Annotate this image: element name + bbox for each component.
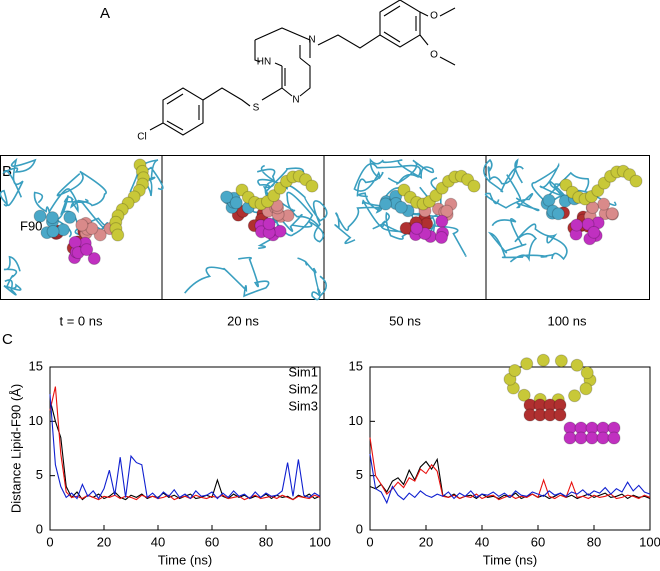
- legend-label: Sim1: [288, 364, 318, 379]
- inset-sphere: [520, 357, 534, 371]
- y-tick-label: 10: [349, 413, 363, 428]
- panel-label: A: [100, 5, 110, 22]
- inset-sphere: [553, 408, 567, 422]
- atom-label: HN: [257, 57, 271, 68]
- inset-sphere: [568, 389, 582, 403]
- x-tick-label: 60: [205, 534, 219, 549]
- atom-sphere: [93, 228, 107, 242]
- y-tick-label: 5: [356, 467, 363, 482]
- atom-sphere: [551, 207, 565, 221]
- snapshot-frames: [0, 155, 650, 301]
- lipid-sphere: [629, 174, 643, 188]
- atom-sphere: [80, 243, 94, 257]
- x-tick-label: 80: [587, 534, 601, 549]
- x-tick-label: 100: [309, 534, 331, 549]
- atom-sphere: [434, 231, 448, 245]
- data-line: [49, 399, 321, 501]
- data-line: [369, 453, 651, 505]
- x-tick-label: 100: [639, 534, 660, 549]
- atom-sphere: [33, 209, 47, 223]
- inset-sphere: [579, 382, 593, 396]
- inset-sphere: [508, 364, 522, 378]
- inset-sphere: [570, 358, 584, 372]
- atom-sphere: [46, 224, 60, 238]
- inset-sphere: [563, 431, 577, 445]
- inset-sphere: [596, 431, 610, 445]
- atom-sphere: [220, 190, 234, 204]
- data-line: [49, 394, 321, 500]
- atom-sphere: [542, 193, 556, 207]
- inset-sphere: [517, 388, 531, 402]
- inset-sphere: [580, 366, 594, 380]
- atom-sphere: [45, 211, 59, 225]
- atom-sphere: [379, 197, 393, 211]
- x-tick-label: 40: [475, 534, 489, 549]
- x-tick-label: 20: [97, 534, 111, 549]
- data-line: [369, 437, 651, 501]
- atom-sphere: [597, 197, 611, 211]
- inset-sphere: [574, 431, 588, 445]
- x-tick-label: 80: [259, 534, 273, 549]
- atom-sphere: [605, 207, 619, 221]
- data-line: [49, 386, 321, 501]
- atom-label: S: [253, 103, 260, 114]
- y-tick-label: 5: [36, 467, 43, 482]
- y-tick-label: 15: [349, 358, 363, 373]
- atom-sphere: [587, 225, 601, 239]
- atom-sphere: [570, 218, 584, 232]
- atom-sphere: [75, 218, 89, 232]
- inset-sphere: [554, 354, 568, 368]
- y-tick-label: 15: [29, 358, 43, 373]
- frame-label: t = 0 ns: [60, 313, 103, 328]
- x-axis-label: Time (ns): [158, 552, 212, 567]
- frame-border: [0, 155, 650, 300]
- atom-sphere: [229, 196, 243, 210]
- plot-frame: [49, 366, 321, 531]
- legend-label: Sim3: [288, 398, 318, 413]
- inset-sphere: [607, 431, 621, 445]
- protein-ribbon: [184, 164, 328, 301]
- lipid-sphere: [305, 179, 319, 193]
- y-tick-label: 10: [29, 413, 43, 428]
- atom-label: Cl: [137, 132, 146, 143]
- lipid-sphere: [111, 228, 125, 242]
- x-tick-label: 0: [46, 534, 53, 549]
- atom-sphere: [440, 204, 454, 218]
- frame-label: 50 ns: [389, 313, 421, 328]
- y-tick-label: 0: [356, 521, 363, 536]
- atom-sphere: [87, 252, 101, 266]
- atom-label: O: [430, 50, 438, 61]
- y-tick-label: 0: [36, 521, 43, 536]
- legend-label: Sim2: [288, 381, 318, 396]
- x-axis-label: Time (ns): [483, 552, 537, 567]
- panel-label: C: [2, 331, 13, 348]
- y-axis-label: Distance Lipid-F90 (Å): [8, 384, 23, 513]
- atom-sphere: [273, 224, 287, 238]
- x-tick-label: 40: [151, 534, 165, 549]
- atom-sphere: [410, 221, 424, 235]
- inset-sphere: [585, 431, 599, 445]
- x-tick-label: 60: [531, 534, 545, 549]
- residue-label: F90: [20, 218, 42, 233]
- chemical-structure: HN N N S Cl O O: [137, 0, 456, 143]
- protein-ribbon: [483, 158, 617, 263]
- inset-sphere: [536, 353, 550, 367]
- atom-label: O: [430, 11, 438, 22]
- atom-label: N: [292, 95, 299, 106]
- frame-label: 100 ns: [547, 313, 587, 328]
- atom-sphere: [63, 210, 77, 224]
- x-tick-label: 20: [419, 534, 433, 549]
- atom-sphere: [394, 200, 408, 214]
- atom-sphere: [262, 217, 276, 231]
- atom-sphere: [435, 214, 449, 228]
- atom-label: N: [308, 35, 315, 46]
- x-tick-label: 0: [366, 534, 373, 549]
- lipid-sphere: [467, 179, 481, 193]
- frame-label: 20 ns: [227, 313, 259, 328]
